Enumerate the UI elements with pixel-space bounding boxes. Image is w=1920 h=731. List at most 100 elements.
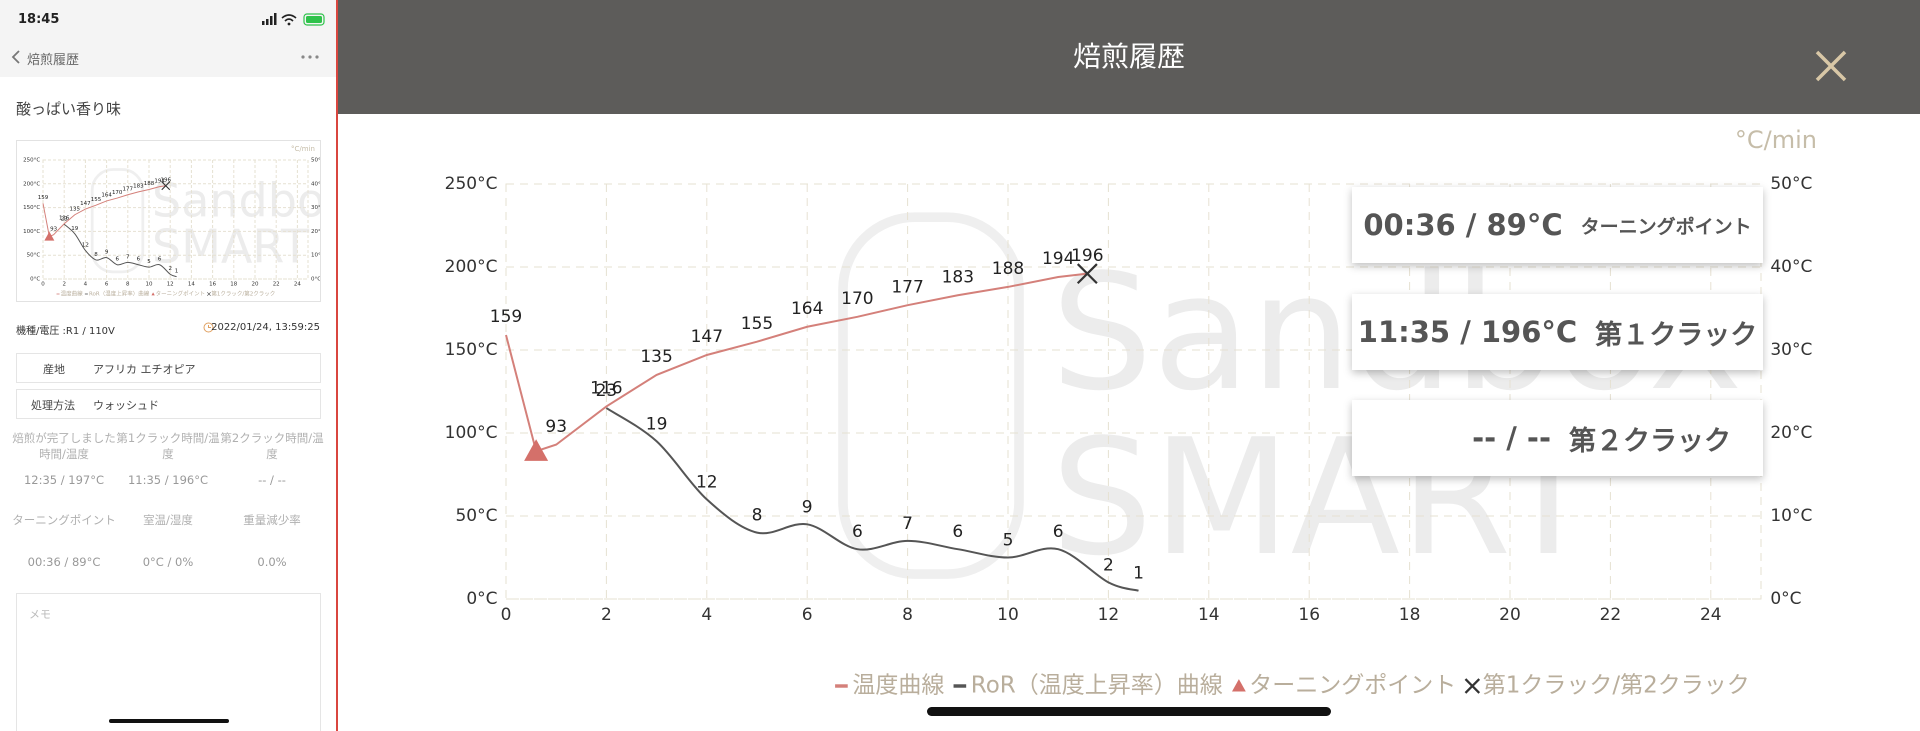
data-label: 23 <box>61 216 68 222</box>
data-label: 1 <box>175 269 179 275</box>
info-label: 第１クラック <box>1595 319 1758 351</box>
stat-value: 00:36 / 89°C <box>27 555 101 569</box>
legend-label: 温度曲線 <box>852 673 944 699</box>
data-label: 6 <box>852 522 863 542</box>
crack-marker <box>1076 263 1098 285</box>
data-label: 135 <box>640 347 672 367</box>
stat-value: 11:35 / 196°C <box>127 473 209 487</box>
data-label: 170 <box>841 289 873 309</box>
y-tick-label: 0°C <box>30 277 40 283</box>
top-bar <box>0 0 336 77</box>
stat-value: -- / -- <box>258 473 286 487</box>
data-label: 116 <box>59 216 70 222</box>
back-button[interactable] <box>10 49 22 65</box>
info-value: 11:35 / 196°C <box>1357 315 1578 349</box>
y2-tick-label: 40°C <box>1770 257 1812 277</box>
stat: 焙煎が完了しました時間/温度 12:35 / 197°C <box>12 430 116 488</box>
y2-tick-label: 20°C <box>1770 423 1812 443</box>
x-tick-label: 20 <box>252 282 259 288</box>
data-label: 5 <box>1003 531 1014 551</box>
series-line <box>42 185 166 238</box>
field-row: 処理方法 ウォッシュド <box>16 389 321 419</box>
data-label: 194 <box>154 178 165 184</box>
x-tick-label: 22 <box>273 282 280 288</box>
data-label: 7 <box>126 254 130 260</box>
field-row: 産地 アフリカ エチオピア <box>16 353 321 383</box>
legend-label: 第1クラック/第2クラック <box>1483 673 1750 699</box>
data-label: 93 <box>50 226 57 232</box>
legend-swatch <box>1464 678 1481 694</box>
data-label: 147 <box>80 201 91 207</box>
data-label: 159 <box>38 195 49 201</box>
x-tick-label: 0 <box>501 605 512 625</box>
x-tick-label: 14 <box>1198 605 1220 625</box>
profile-name: 酸っぱい香り味 <box>16 100 122 118</box>
x-tick-label: 4 <box>84 282 88 288</box>
x-tick-label: 2 <box>62 282 65 288</box>
stat-label: ターニングポイント <box>12 513 116 527</box>
data-label: 2 <box>168 266 172 272</box>
data-label: 93 <box>545 417 567 437</box>
nav-title: 焙煎履歴 <box>27 53 80 68</box>
data-label: 188 <box>144 181 155 187</box>
stat-label: 第2クラック時間/温度 <box>220 431 324 461</box>
data-label: 6 <box>952 522 963 542</box>
watermark: SMART <box>152 220 310 274</box>
stat-value: 0°C / 0% <box>142 555 194 569</box>
data-label: 164 <box>791 299 823 319</box>
memo-placeholder: メモ <box>29 608 51 621</box>
stat: 重量減少率 0.0% <box>220 512 324 570</box>
watermark-logo <box>838 212 1024 579</box>
legend-label: ターニングポイント <box>1249 673 1456 699</box>
stat-value: 12:35 / 197°C <box>23 473 105 487</box>
info-card: 11:35 / 196°C 第１クラック <box>1352 294 1763 370</box>
data-label: 12 <box>696 472 718 492</box>
legend: 温度曲線 RoR（温度上昇率）曲線 ターニングポイント 第1クラック/第2クラック <box>56 290 275 298</box>
y2-tick-label: 10°C <box>1770 506 1812 526</box>
data-label: 6 <box>137 257 141 263</box>
data-label: 19 <box>71 226 78 232</box>
stat: 室温/湿度 0°C / 0% <box>116 512 220 570</box>
data-label: 6 <box>158 257 162 263</box>
x-tick-label: 24 <box>294 282 301 288</box>
data-label: 7 <box>902 514 913 534</box>
y2-tick-label: 0°C <box>1770 589 1801 609</box>
data-label: 183 <box>942 267 974 287</box>
home-indicator <box>109 719 229 723</box>
stat-label: 焙煎が完了しました時間/温度 <box>12 431 116 461</box>
y-tick-label: 50°C <box>27 253 41 259</box>
x-tick-label: 12 <box>167 282 174 288</box>
x-tick-label: 0 <box>41 282 45 288</box>
x-tick-label: 8 <box>126 282 130 288</box>
x-tick-label: 22 <box>1600 605 1622 625</box>
stat-value: 0.0% <box>257 555 287 569</box>
y-tick-label: 250°C <box>445 174 498 194</box>
more-button[interactable] <box>300 54 320 60</box>
x-tick-label: 12 <box>1098 605 1120 625</box>
data-label: 6 <box>1053 522 1064 542</box>
y-tick-label: 0°C <box>466 589 497 609</box>
close-button[interactable] <box>1815 50 1847 82</box>
thumbnail-chart[interactable]: SandboxSMART0°C50°C100°C150°C200°C250°C0… <box>16 140 321 302</box>
y2-tick-label: 0°C <box>311 277 321 283</box>
memo-box[interactable]: メモ <box>16 593 321 731</box>
data-label: 188 <box>992 259 1024 279</box>
y-tick-label: 150°C <box>445 340 498 360</box>
legend-label: 第1クラック/第2クラック <box>211 290 275 298</box>
data-label: 159 <box>490 307 522 327</box>
data-label: 196 <box>160 177 171 183</box>
series-line <box>63 223 177 278</box>
data-label: 19 <box>646 414 668 434</box>
modal-header <box>338 0 1920 114</box>
x-tick-label: 20 <box>1499 605 1521 625</box>
data-label: 6 <box>115 257 119 263</box>
turning-point-marker <box>524 439 549 461</box>
device-info: 機種/電圧 :R1 / 110V <box>16 326 115 337</box>
x-tick-label: 10 <box>997 605 1019 625</box>
info-label: ターニングポイント <box>1580 215 1752 238</box>
clock-icon <box>203 322 214 333</box>
y-tick-label: 200°C <box>445 257 498 277</box>
data-label: 2 <box>1103 555 1114 575</box>
field-label: 処理方法 <box>31 399 75 412</box>
y2-tick-label: 50°C <box>311 158 321 164</box>
